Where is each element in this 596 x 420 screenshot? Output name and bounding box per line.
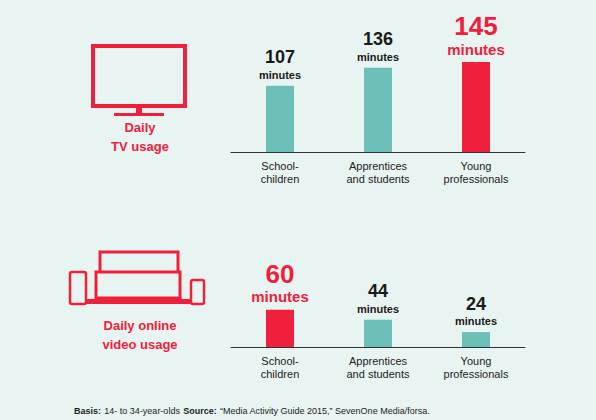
svg-text:Apprentices: Apprentices [349,355,408,367]
svg-text:minutes: minutes [259,69,301,81]
svg-text:minutes: minutes [455,315,497,327]
svg-text:Daily: Daily [124,120,156,135]
svg-text:video usage: video usage [102,337,177,352]
svg-text:Young: Young [461,160,492,172]
svg-text:TV usage: TV usage [111,139,169,154]
svg-text:136: 136 [363,29,393,49]
svg-text:Apprentices: Apprentices [349,160,408,172]
svg-text:and students: and students [347,173,410,185]
svg-text:minutes: minutes [251,288,309,305]
svg-text:Daily online: Daily online [104,318,177,333]
svg-text:44: 44 [368,281,388,301]
svg-text:107: 107 [265,47,295,67]
svg-text:professionals: professionals [444,368,509,380]
svg-text:14- to 34-year-olds: 14- to 34-year-olds [104,406,180,416]
svg-text:145: 145 [454,11,497,41]
svg-text:children: children [261,368,300,380]
svg-text:24: 24 [466,294,486,314]
svg-text:professionals: professionals [444,173,509,185]
svg-text:minutes: minutes [447,41,505,58]
svg-text:60: 60 [266,259,295,289]
svg-text:and students: and students [347,368,410,380]
svg-text:“Media Activity Guide 2015,” S: “Media Activity Guide 2015,” SevenOne Me… [220,406,430,416]
svg-text:Source:: Source: [183,406,217,416]
svg-text:minutes: minutes [357,51,399,63]
svg-text:Young: Young [461,355,492,367]
svg-text:children: children [261,173,300,185]
svg-text:School-: School- [261,355,299,367]
svg-text:Basis:: Basis: [74,406,101,416]
svg-text:minutes: minutes [357,303,399,315]
svg-text:School-: School- [261,160,299,172]
